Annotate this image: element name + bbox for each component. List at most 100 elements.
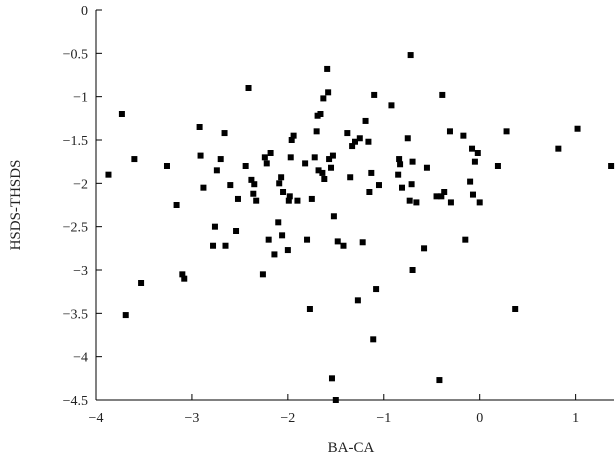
data-point <box>371 91 378 98</box>
data-point <box>259 271 266 278</box>
data-point <box>474 150 481 156</box>
axes <box>95 10 614 401</box>
data-point <box>304 236 311 243</box>
data-point <box>288 137 295 143</box>
data-point <box>326 156 333 163</box>
data-point <box>308 195 315 202</box>
data-point <box>396 156 403 163</box>
data-point <box>196 124 203 130</box>
data-point <box>118 111 125 117</box>
data-point <box>328 164 335 171</box>
data-point <box>319 169 326 176</box>
data-point <box>227 182 234 189</box>
data-point <box>250 190 257 197</box>
data-point <box>286 193 293 200</box>
y-ticks: 0 −0.5 −1 −1.5 −2 −2.5 −3 −3.5 −4 −4.5 <box>63 4 102 409</box>
data-points <box>105 52 615 403</box>
data-point <box>221 130 228 137</box>
data-point <box>512 306 519 312</box>
data-point <box>413 199 420 206</box>
y-tick-label: −2 <box>73 177 88 192</box>
data-point <box>163 163 170 169</box>
data-point <box>332 397 339 403</box>
y-tick-label: −3 <box>73 264 88 279</box>
data-point <box>138 280 145 286</box>
data-point <box>173 202 180 208</box>
data-point <box>248 176 255 183</box>
data-point <box>476 199 483 206</box>
data-point <box>375 182 382 189</box>
data-point <box>421 245 428 252</box>
data-point <box>210 242 217 249</box>
data-point <box>608 163 615 169</box>
data-point <box>287 154 294 161</box>
data-point <box>436 377 443 384</box>
data-point <box>122 312 129 319</box>
x-axis-title: BA-CA <box>328 440 375 456</box>
data-point <box>222 242 229 249</box>
data-point <box>439 91 446 98</box>
data-point <box>362 117 369 124</box>
data-point <box>503 128 510 135</box>
y-tick-label: −3.5 <box>63 307 88 322</box>
x-ticks: −4 −3 −2 −1 0 1 <box>89 394 579 426</box>
y-tick-label: −1 <box>73 91 88 106</box>
data-point <box>313 128 320 135</box>
data-point <box>344 130 351 137</box>
data-point <box>395 171 402 178</box>
data-point <box>271 251 278 258</box>
data-point <box>359 239 366 246</box>
data-point <box>217 156 224 163</box>
x-tick-label: −1 <box>376 411 391 426</box>
x-tick-label: −3 <box>184 411 199 426</box>
y-tick-label: −2.5 <box>63 221 88 236</box>
data-point <box>365 138 372 145</box>
data-point <box>373 286 380 293</box>
data-point <box>423 164 430 171</box>
data-point <box>397 161 404 168</box>
data-point <box>328 375 335 382</box>
data-point <box>245 85 252 91</box>
data-point <box>494 163 501 169</box>
data-point <box>279 232 286 239</box>
data-point <box>388 102 395 109</box>
data-point <box>311 154 318 161</box>
data-point <box>356 135 363 142</box>
data-point <box>317 111 324 117</box>
data-point <box>325 89 332 96</box>
data-point <box>181 275 188 282</box>
data-point <box>276 180 283 187</box>
data-point <box>315 167 322 174</box>
data-point <box>284 247 291 254</box>
data-point <box>211 223 218 230</box>
data-point <box>321 176 328 182</box>
y-axis-title: HSDS-THSDS <box>8 160 24 251</box>
data-point <box>467 178 474 185</box>
data-point <box>409 158 416 165</box>
x-tick-label: −2 <box>280 411 295 426</box>
data-point <box>263 160 270 167</box>
data-point <box>406 197 413 204</box>
data-point <box>447 199 454 206</box>
data-point <box>200 184 207 191</box>
data-point <box>446 128 453 135</box>
data-point <box>285 197 292 204</box>
data-point <box>334 238 341 245</box>
y-tick-label: −1.5 <box>63 134 88 149</box>
data-point <box>197 152 204 159</box>
data-point <box>349 143 356 150</box>
x-tick-label: −4 <box>89 411 104 426</box>
data-point <box>233 228 240 234</box>
data-point <box>354 297 361 304</box>
y-tick-label: 0 <box>81 4 88 19</box>
data-point <box>131 156 138 163</box>
data-point <box>275 219 282 226</box>
data-point <box>471 158 478 165</box>
y-tick-label: −4 <box>73 351 88 366</box>
y-tick-label: −4.5 <box>63 394 88 409</box>
data-point <box>462 236 469 243</box>
y-tick-label: −0.5 <box>63 47 88 62</box>
data-point <box>290 132 297 139</box>
data-point <box>469 145 476 152</box>
